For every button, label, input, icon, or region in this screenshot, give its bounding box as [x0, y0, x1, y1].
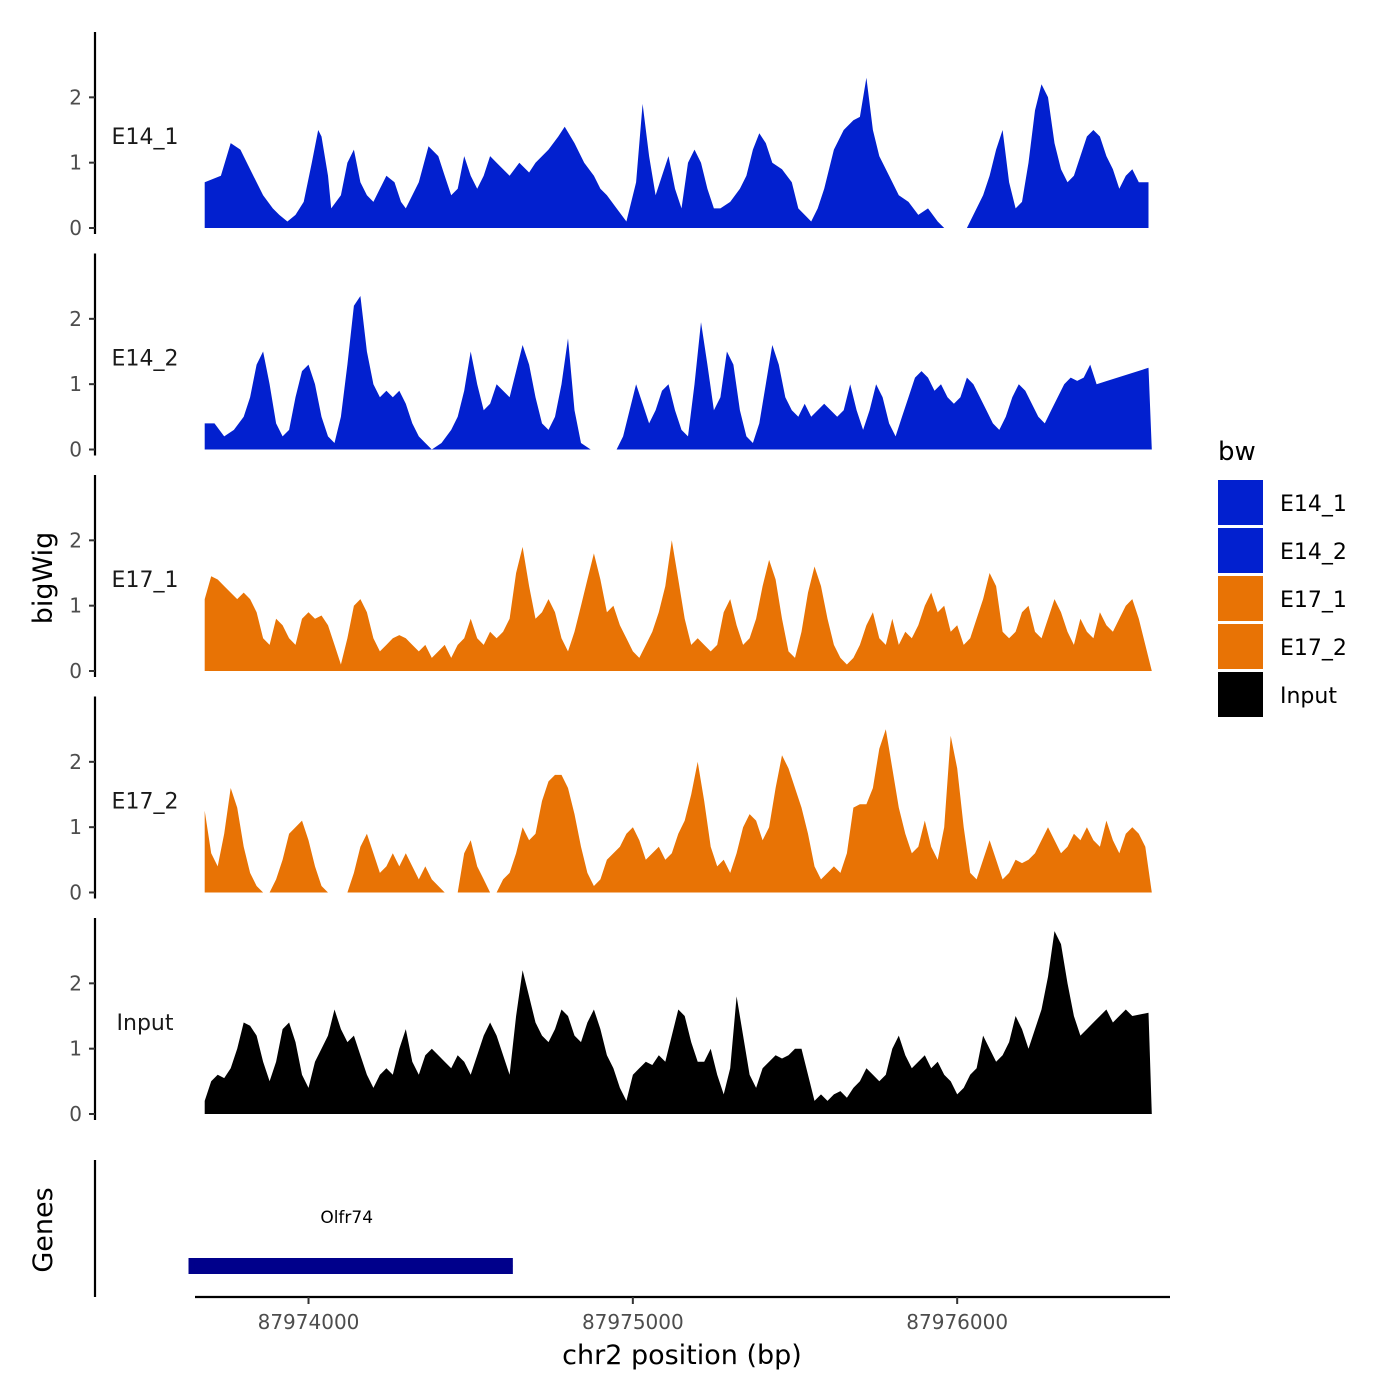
legend-swatch — [1218, 528, 1263, 573]
y-tick-label: 2 — [69, 971, 82, 995]
signal-area — [204, 77, 1149, 228]
x-axis: 87974000 87975000 87976000 — [195, 1295, 1170, 1334]
y-axis-title: bigWig — [28, 532, 59, 625]
x-axis-title: chr2 position (bp) — [562, 1340, 802, 1371]
track-label: E17_2 — [112, 790, 179, 815]
signal-area — [204, 729, 1152, 893]
legend-swatch — [1218, 624, 1263, 669]
track-e17-2: 0 1 2 E17_2 — [69, 696, 1152, 905]
legend-item: E14_2 — [1218, 528, 1347, 573]
legend-label: E14_2 — [1280, 540, 1347, 565]
legend-item: E17_2 — [1218, 624, 1347, 669]
legend-item: E14_1 — [1218, 480, 1347, 525]
legend-label: E17_1 — [1280, 588, 1347, 613]
track-label: E14_2 — [112, 347, 179, 372]
track-e14-1: 0 1 2 E14_1 — [69, 32, 1149, 240]
gene-label: Olfr74 — [320, 1208, 373, 1228]
y-tick-label: 0 — [69, 216, 82, 240]
y-tick-label: 1 — [69, 372, 82, 396]
track-label: Input — [117, 1011, 174, 1036]
track-input: 0 1 2 Input — [69, 918, 1152, 1126]
y-tick-label: 1 — [69, 1037, 82, 1061]
legend-label: E14_1 — [1280, 492, 1347, 517]
y-tick-label: 2 — [69, 528, 82, 552]
legend-swatch — [1218, 480, 1263, 525]
y-tick-label: 2 — [69, 307, 82, 331]
y-tick-label: 1 — [69, 594, 82, 618]
x-tick-label: 87976000 — [906, 1310, 1008, 1334]
y-tick-label: 2 — [69, 85, 82, 109]
legend-title: bw — [1218, 437, 1256, 467]
bigwig-tracks: 0 1 2 E14_1 0 1 2 E14_2 0 1 2 E17_1 0 1 2 E17_2 0 1 2 Input — [69, 32, 1152, 1126]
legend-swatch — [1218, 576, 1263, 621]
y-tick-label: 2 — [69, 750, 82, 774]
x-tick-label: 87975000 — [582, 1310, 684, 1334]
signal-area — [204, 540, 1152, 671]
legend-item: Input — [1218, 672, 1337, 717]
legend-label: Input — [1280, 684, 1337, 709]
genes-panel: Olfr74 — [93, 1160, 513, 1297]
track-label: E14_1 — [112, 125, 179, 150]
y-tick-label: 0 — [69, 659, 82, 683]
y-tick-label: 1 — [69, 151, 82, 175]
track-e17-1: 0 1 2 E17_1 — [69, 475, 1152, 683]
genes-axis-title: Genes — [28, 1187, 59, 1272]
gene-body — [188, 1258, 513, 1274]
track-label: E17_1 — [112, 568, 179, 593]
signal-area — [204, 296, 1152, 450]
y-tick-label: 0 — [69, 881, 82, 905]
x-tick-label: 87974000 — [258, 1310, 360, 1334]
legend-label: E17_2 — [1280, 636, 1347, 661]
legend-items: E14_1 E14_2 E17_1 E17_2 Input — [1218, 480, 1347, 717]
y-tick-label: 0 — [69, 1102, 82, 1126]
legend: bw E14_1 E14_2 E17_1 E17_2 Input — [1218, 437, 1347, 717]
y-tick-label: 0 — [69, 438, 82, 462]
signal-area — [204, 931, 1152, 1114]
legend-swatch — [1218, 672, 1263, 717]
legend-item: E17_1 — [1218, 576, 1347, 621]
y-tick-label: 1 — [69, 815, 82, 839]
track-e14-2: 0 1 2 E14_2 — [69, 253, 1152, 462]
